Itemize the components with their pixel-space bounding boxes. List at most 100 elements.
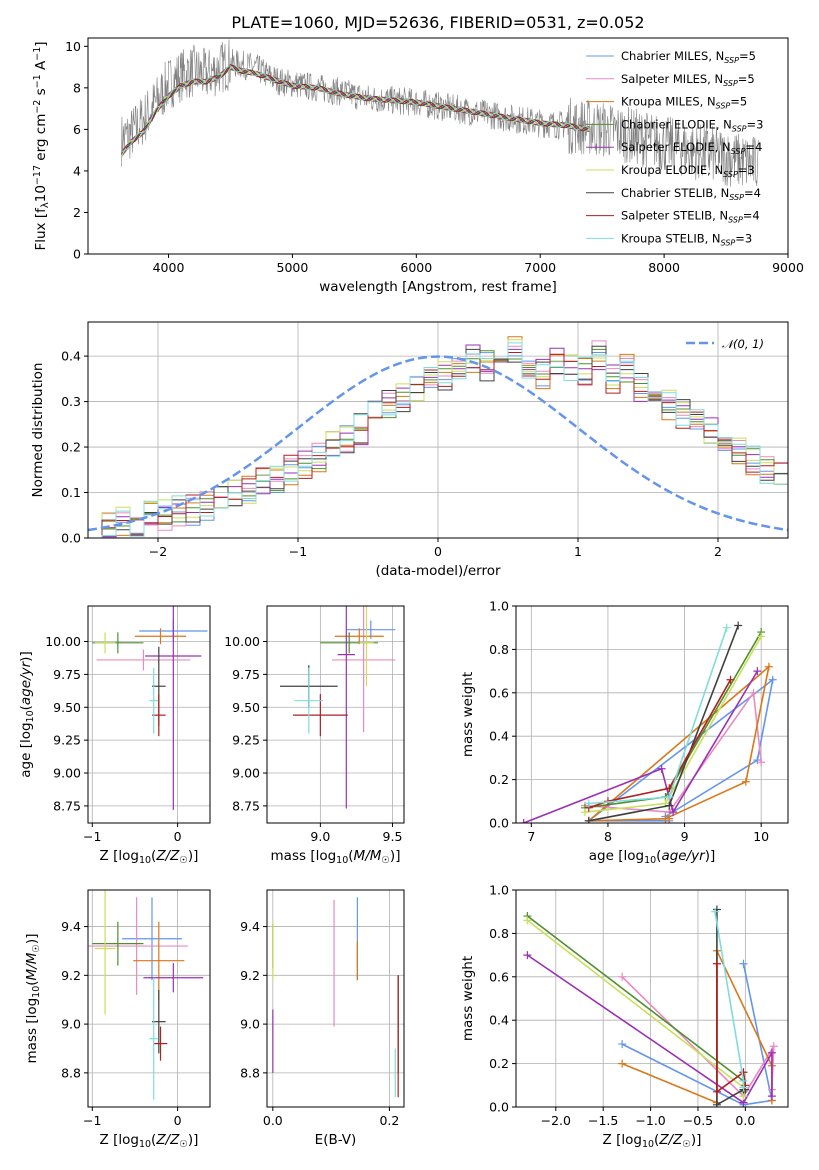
panel-age_vs_mass: 9.0 9.5 8.75 9.00 9.25 9.50 9.75 10.00 mass [log… — [224, 605, 405, 866]
y-tick-label: 0.4 — [489, 729, 509, 744]
marker-salpeter_elodie — [753, 667, 762, 676]
label-part: )] — [24, 934, 40, 945]
axes-frame — [266, 889, 405, 1108]
marker-salpeter_miles — [769, 1042, 778, 1051]
label-part: mass [log — [271, 848, 337, 864]
label-part: A — [33, 60, 49, 74]
label-part: age [log — [589, 848, 644, 864]
label-part: ( — [348, 848, 353, 864]
model-line-salpeter_elodie — [121, 66, 590, 157]
label-part: wavelength [Angstrom, rest frame] — [319, 279, 557, 295]
axes-frame — [515, 605, 789, 824]
normal-curve — [88, 355, 788, 532]
label-part: =4 — [743, 209, 760, 223]
x-tick-label: 9.0 — [310, 829, 330, 844]
label-part: −2 — [32, 100, 43, 114]
marker-chabrier_stelib — [734, 621, 743, 630]
label-part: Z [log — [603, 1132, 642, 1148]
label-part: erg cm — [33, 114, 49, 165]
label-part: λ — [40, 202, 51, 208]
y-tick-label: 9.75 — [53, 667, 81, 682]
label-part: SSP — [731, 147, 746, 156]
y-axis-label: mass weight — [460, 672, 476, 757]
y-tick-label: 9.25 — [53, 733, 81, 748]
label-part: 10 — [33, 185, 49, 202]
y-tick-label: 0.0 — [489, 1100, 509, 1115]
x-axis-label: Z [log10(Z/Z☉)] — [100, 1132, 199, 1150]
plot-area — [121, 39, 759, 187]
marker-chabrier_miles — [618, 1040, 627, 1049]
plot-area — [88, 336, 788, 538]
y-tick-label: 0 — [73, 247, 81, 262]
y-axis-label: Flux [fλ10−17 erg cm−2 s−1 A−1] — [32, 41, 51, 250]
label-part: s — [33, 88, 49, 99]
marker-salpeter_elodie — [767, 1048, 776, 1057]
y-tick-label: 9.50 — [232, 700, 260, 715]
hist-salpeter_miles — [88, 340, 788, 538]
label-part: =3 — [738, 163, 755, 177]
x-tick-label: −0.5 — [683, 1113, 713, 1128]
marker-chabrier_stelib — [665, 801, 674, 810]
x-tick-label: 0 — [434, 544, 442, 559]
y-tick-label: 0.6 — [489, 969, 509, 984]
hist-kroupa_elodie — [88, 339, 788, 538]
x-tick-label: −1 — [289, 544, 307, 559]
y-tick-label: 0.1 — [61, 485, 81, 500]
line-kroupa_stelib — [714, 911, 745, 1088]
label-part: SSP — [728, 216, 743, 225]
x-axis-label: Z [log10(Z/Z☉)] — [100, 848, 199, 866]
y-tick-label: 10.00 — [45, 634, 81, 649]
label-part: ( — [654, 1132, 659, 1148]
label-part: ☉ — [31, 944, 42, 953]
label-part: Kroupa MILES, N — [621, 95, 716, 109]
line-salpeter_stelib — [716, 963, 747, 1094]
figure-title: PLATE=1060, MJD=52636, FIBERID=0531, z=0… — [231, 13, 644, 32]
axes-frame — [87, 889, 211, 1108]
label-part: Kroupa ELODIE, N — [621, 163, 723, 177]
marker-kroupa_stelib — [722, 623, 731, 632]
label-part: SSP — [724, 56, 739, 65]
y-tick-label: 9.0 — [240, 1017, 260, 1032]
x-tick-label: 0 — [174, 1113, 182, 1128]
observed-spectrum — [121, 39, 759, 187]
label-part: Z [log — [100, 848, 139, 864]
line-kroupa_stelib — [588, 627, 728, 805]
label-part: Salpeter ELODIE, N — [621, 140, 731, 154]
label-part: Z [log — [100, 1132, 139, 1148]
label-part: −1 — [32, 74, 43, 88]
x-tick-label: −1 — [83, 1113, 101, 1128]
y-tick-label: 0.8 — [489, 926, 509, 941]
marker-kroupa_stelib — [665, 792, 674, 801]
label-part: Chabrier ELODIE, N — [621, 117, 732, 131]
label-part: =3 — [735, 231, 752, 245]
marker-chabrier_stelib — [712, 905, 721, 914]
label-part: ( — [151, 1132, 156, 1148]
marker-kroupa_stelib — [739, 1083, 748, 1092]
x-axis-label: E(B-V) — [315, 1132, 357, 1148]
x-axis-label: (data-model)/error — [375, 563, 501, 579]
legend-label-salpeter_stelib: Salpeter STELIB, NSSP=4 — [621, 209, 760, 225]
line-chabrier_miles — [621, 963, 773, 1106]
legend-label-kroupa_miles: Kroupa MILES, NSSP=5 — [621, 95, 747, 111]
y-tick-label: 0.2 — [61, 440, 81, 455]
axes-frame — [87, 37, 789, 255]
x-tick-label: −2 — [149, 544, 167, 559]
y-tick-label: 9.2 — [61, 968, 81, 983]
label-part: Chabrier STELIB, N — [621, 186, 729, 200]
label-part: )] — [188, 848, 199, 864]
y-tick-label: 9.2 — [240, 968, 260, 983]
label-part: Salpeter MILES, N — [621, 72, 723, 86]
marker-salpeter_stelib — [739, 1068, 748, 1077]
y-tick-label: 9.50 — [53, 700, 81, 715]
label-part: ☉ — [179, 855, 188, 866]
label-part: mass weight — [460, 672, 476, 757]
y-tick-label: 0.2 — [489, 1056, 509, 1071]
x-tick-label: −1.0 — [635, 1113, 665, 1128]
label-part: ☉ — [381, 855, 390, 866]
label-part: )] — [390, 848, 401, 864]
marker-salpeter_elodie — [669, 808, 678, 817]
panel-residual_histogram: −2 −1 0 1 2 0.0 0.1 0.2 0.3 0.4 𝒩(0, 1) (data-model… — [30, 321, 789, 579]
plot-area — [279, 606, 396, 809]
